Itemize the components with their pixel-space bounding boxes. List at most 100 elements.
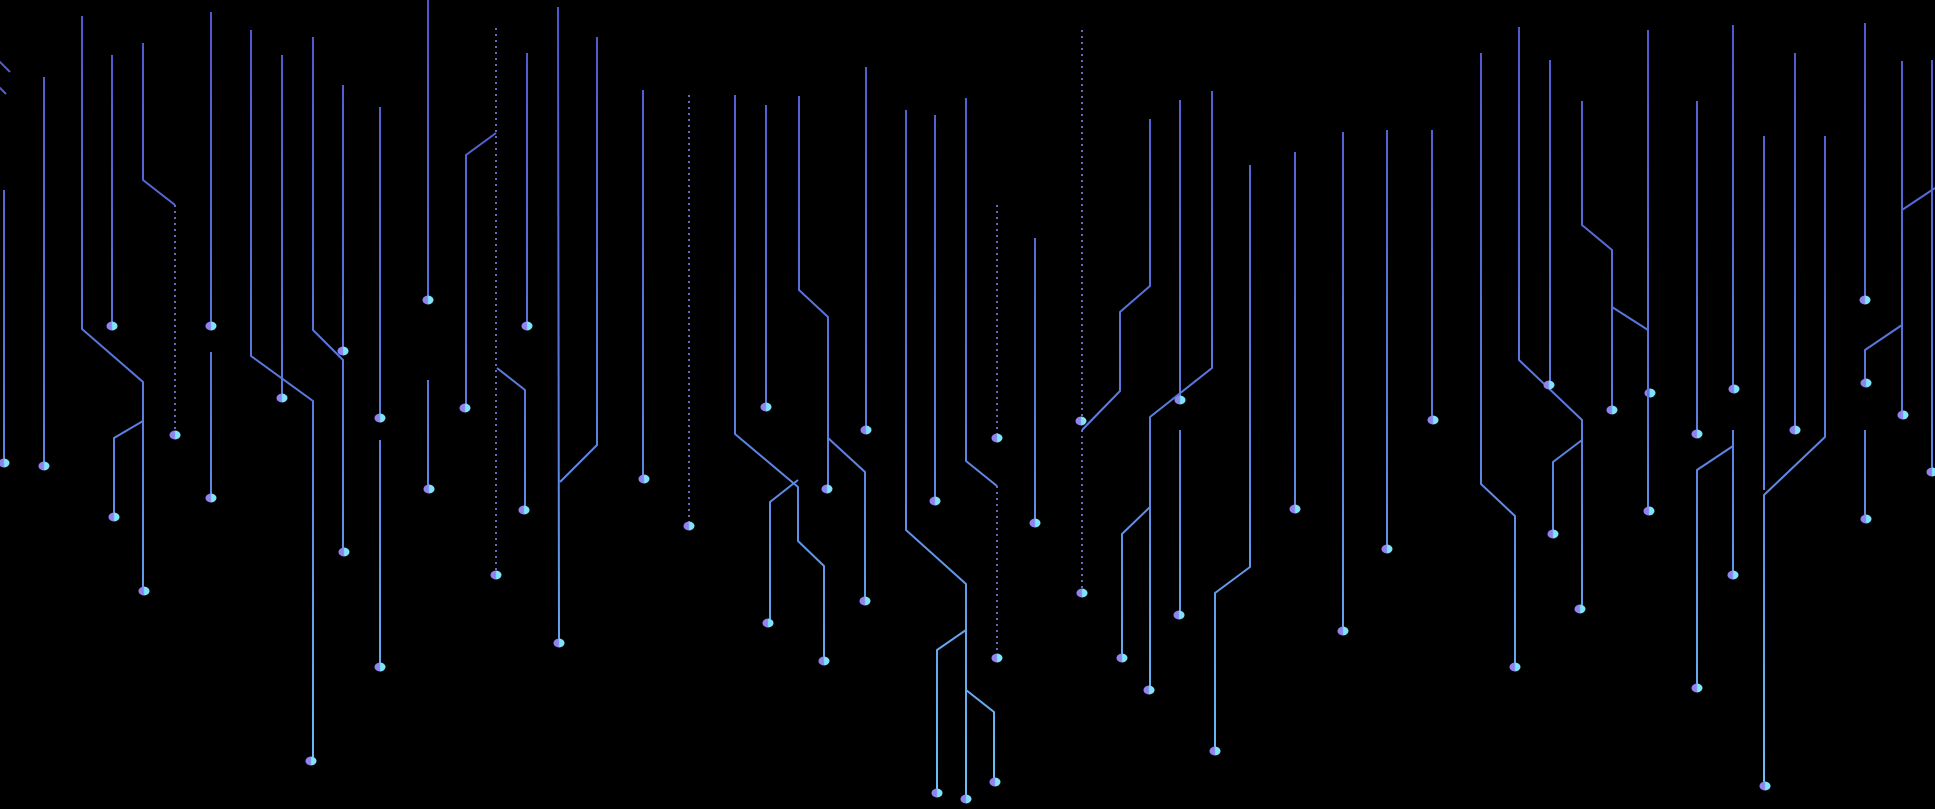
solid-trace-line	[0, 86, 7, 95]
trace-endpoint-dot	[1727, 570, 1739, 580]
solid-trace-line	[1901, 187, 1935, 211]
trace-endpoint-dot	[1860, 378, 1872, 388]
circuit-trace	[138, 421, 150, 596]
circuit-trace	[991, 486, 1003, 663]
solid-trace-line	[465, 132, 497, 404]
solid-trace-line	[734, 95, 825, 657]
trace-endpoint-dot	[374, 413, 386, 423]
trace-endpoint-dot	[1381, 544, 1393, 554]
circuit-trace	[337, 85, 349, 356]
trace-endpoint-dot	[374, 662, 386, 672]
trace-endpoint-dot	[929, 496, 941, 506]
trace-endpoint-dot	[1075, 416, 1087, 426]
trace-endpoint-dot	[860, 425, 872, 435]
solid-trace-line	[1864, 324, 1903, 379]
trace-endpoint-dot	[760, 402, 772, 412]
circuit-trace	[374, 107, 386, 423]
circuit-trace	[1143, 91, 1213, 695]
trace-endpoint-dot	[818, 656, 830, 666]
solid-trace-line	[496, 367, 526, 506]
circuit-trace	[860, 67, 872, 435]
solid-trace-line	[559, 37, 598, 483]
solid-trace-line	[1214, 165, 1251, 747]
circuit-trace	[965, 98, 998, 487]
circuit-trace	[1029, 238, 1041, 528]
trace-endpoint-dot	[960, 794, 972, 804]
circuit-trace	[1611, 306, 1655, 516]
trace-endpoint-dot	[683, 521, 695, 531]
circuit-trace	[1337, 132, 1349, 636]
trace-endpoint-dot	[931, 788, 943, 798]
trace-endpoint-dot	[305, 756, 317, 766]
trace-endpoint-dot	[1691, 683, 1703, 693]
trace-endpoint-dot	[1029, 518, 1041, 528]
circuit-trace	[374, 440, 386, 672]
trace-endpoint-dot	[1644, 388, 1656, 398]
circuit-trace	[683, 95, 695, 531]
circuit-trace	[1547, 439, 1583, 539]
circuit-trace	[1543, 60, 1555, 390]
trace-endpoint-dot	[1728, 384, 1740, 394]
circuit-trace	[931, 629, 967, 798]
trace-endpoint-dot	[859, 596, 871, 606]
circuit-trace	[965, 689, 1001, 787]
circuit-trace	[1581, 101, 1618, 415]
circuit-trace	[1427, 130, 1439, 425]
solid-trace-line	[1480, 53, 1516, 663]
circuit-trace	[1081, 119, 1151, 431]
trace-endpoint-dot	[821, 484, 833, 494]
trace-endpoint-dot	[1173, 610, 1185, 620]
circuit-trace	[1901, 187, 1935, 211]
trace-endpoint-dot	[108, 512, 120, 522]
trace-endpoint-dot	[1427, 415, 1439, 425]
circuit-trace	[559, 37, 598, 483]
trace-endpoint-dot	[423, 484, 435, 494]
trace-endpoint-dot	[138, 586, 150, 596]
circuit-trace	[929, 115, 941, 506]
trace-endpoint-dot	[205, 493, 217, 503]
trace-endpoint-dot	[1337, 626, 1349, 636]
circuit-trace	[1727, 430, 1739, 580]
solid-trace-line	[1696, 445, 1734, 684]
trace-endpoint-dot	[1143, 685, 1155, 695]
circuit-trace	[423, 380, 435, 494]
trace-endpoint-dot	[1860, 514, 1872, 524]
solid-trace-line	[81, 16, 144, 513]
circuit-trace	[1480, 53, 1521, 672]
circuit-trace	[553, 6, 565, 648]
circuit-trace	[205, 12, 217, 331]
trace-endpoint-dot	[989, 777, 1001, 787]
circuit-trace	[1789, 53, 1801, 435]
solid-trace-line	[1121, 506, 1151, 654]
circuit-trace	[1076, 430, 1088, 598]
circuit-trace	[1926, 60, 1935, 477]
trace-endpoint-dot	[638, 474, 650, 484]
solid-trace-line	[965, 98, 998, 487]
solid-trace-line	[936, 629, 967, 789]
trace-endpoint-dot	[1209, 746, 1221, 756]
circuit-trace	[1759, 136, 1826, 791]
circuit-trace	[1209, 165, 1251, 756]
circuit-trace	[81, 16, 144, 522]
trace-endpoint-dot	[205, 321, 217, 331]
trace-endpoint-dot	[459, 403, 471, 413]
solid-trace-line	[1763, 136, 1826, 782]
trace-endpoint-dot	[490, 570, 502, 580]
circuit-trace	[798, 96, 871, 606]
circuit-trace	[490, 28, 502, 580]
trace-endpoint-dot	[1926, 467, 1935, 477]
trace-endpoint-dot	[1789, 425, 1801, 435]
circuit-trace	[1075, 30, 1087, 426]
trace-endpoint-dot	[553, 638, 565, 648]
solid-trace-line	[905, 110, 967, 795]
solid-trace-line	[0, 60, 11, 73]
circuit-trace	[734, 95, 830, 666]
trace-endpoint-dot	[1574, 604, 1586, 614]
circuit-trace	[1644, 30, 1656, 398]
circuit-trace	[1116, 506, 1151, 663]
circuit-trace	[0, 190, 10, 468]
trace-endpoint-dot	[991, 433, 1003, 443]
trace-endpoint-dot	[1897, 410, 1909, 420]
solid-trace-line	[1149, 91, 1213, 686]
